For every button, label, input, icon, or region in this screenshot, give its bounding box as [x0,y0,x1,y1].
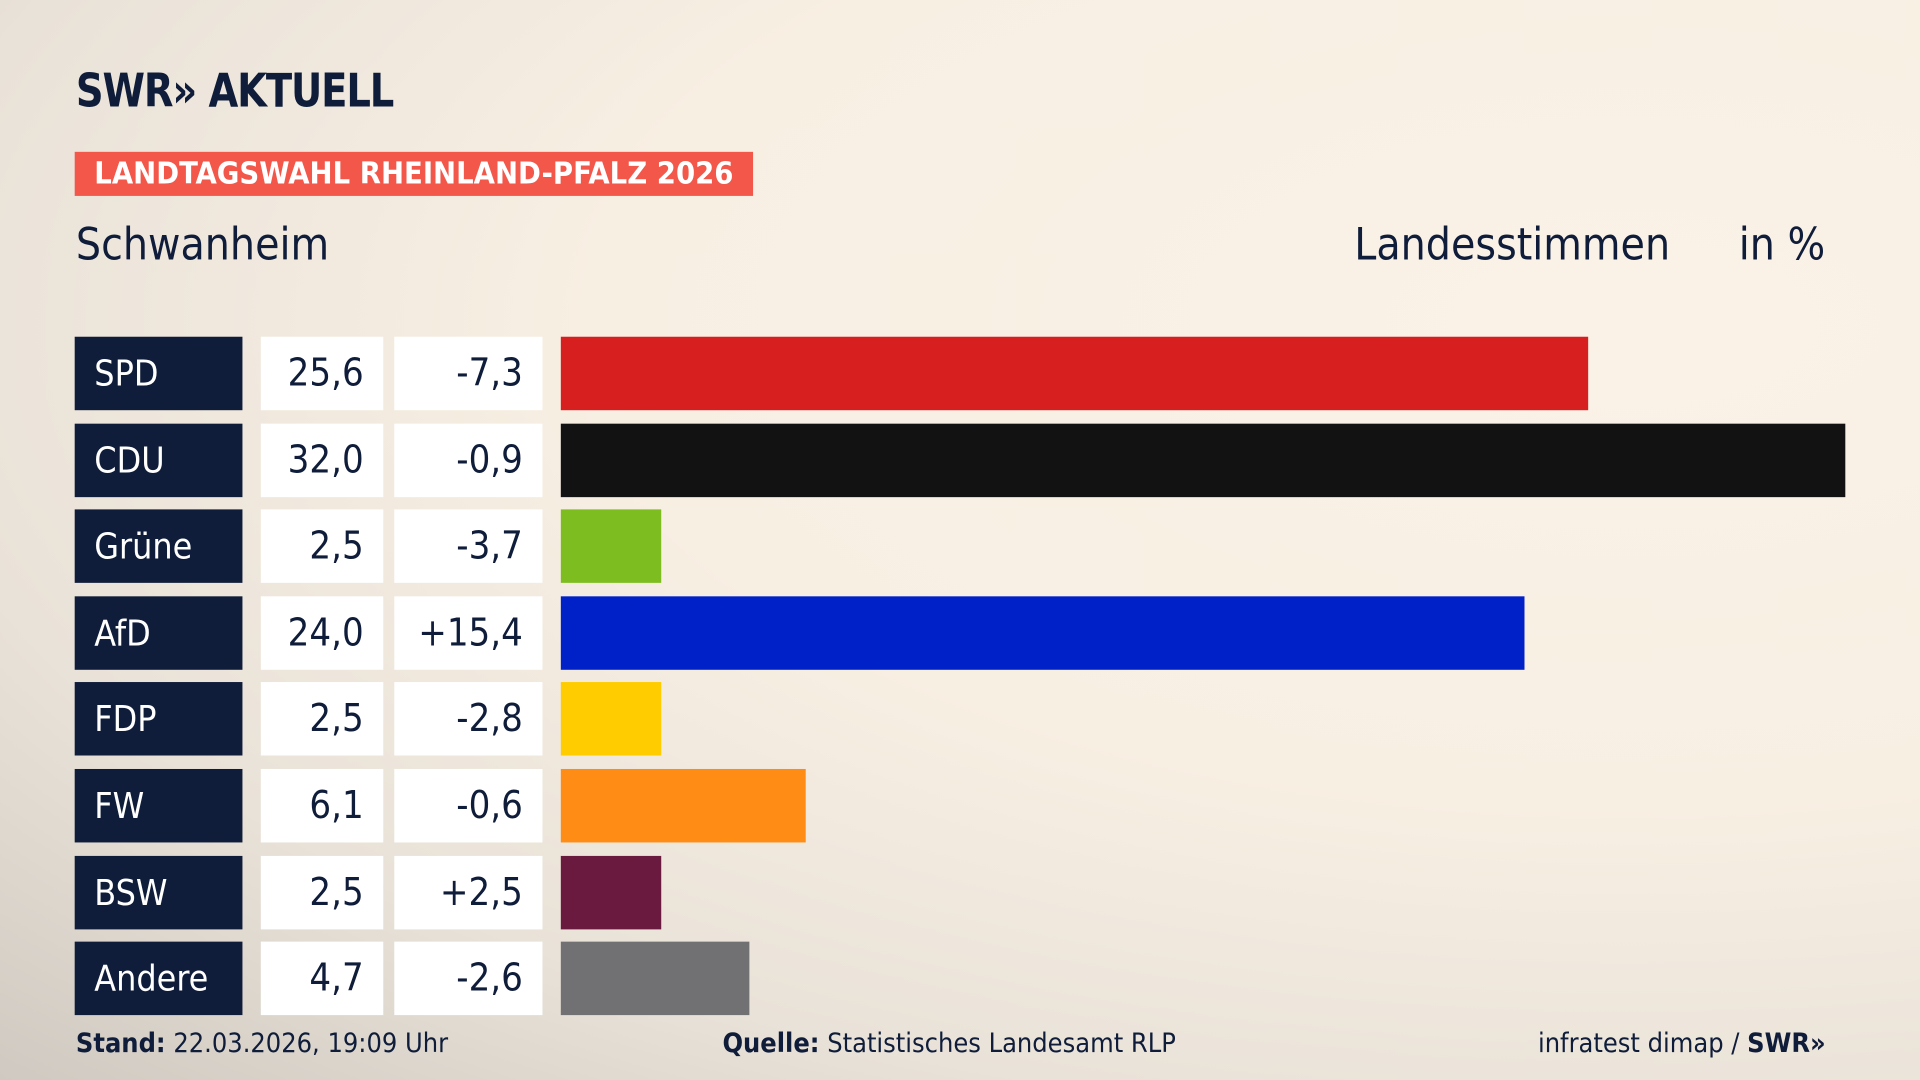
bar-afd [560,596,1525,670]
vote-type-label: Landesstimmen [1354,220,1671,271]
value-label: 4,7 [260,941,384,1016]
credit: infratest dimap / SWR» [1538,1029,1826,1060]
change-label: -2,6 [394,941,543,1016]
party-label: Grüne [74,509,243,584]
party-label: Andere [74,941,243,1016]
stand-label: Stand: [75,1028,166,1060]
value-label: 6,1 [260,768,384,843]
party-label: FDP [74,682,243,756]
change-label: -2,8 [394,682,543,756]
stand-value: 22.03.2026, 19:09 Uhr [173,1028,449,1060]
value-label: 2,5 [260,682,384,756]
source-value: Statistisches Landesamt RLP [827,1028,1176,1060]
bar-grüne [560,509,662,584]
change-label: +2,5 [394,855,543,929]
credit-text: infratest dimap / [1537,1028,1740,1060]
bar-cdu [560,423,1846,497]
bar-fw [560,768,806,843]
bar-spd [560,336,1589,411]
change-label: -0,6 [394,768,543,843]
party-label: AfD [74,596,243,670]
bar-fdp [560,682,662,756]
change-label: -7,3 [394,336,543,411]
party-label: FW [74,768,243,843]
value-label: 24,0 [260,596,384,670]
swr-logo: SWR» [1747,1028,1826,1060]
value-label: 25,6 [260,336,384,411]
change-label: +15,4 [394,596,543,670]
value-label: 32,0 [260,423,384,497]
source-label: Quelle: [722,1028,820,1060]
bar-andere [560,941,750,1016]
source: Quelle: Statistisches Landesamt RLP [722,1029,1175,1060]
party-label: SPD [74,336,243,411]
change-label: -3,7 [394,509,543,584]
change-label: -0,9 [394,423,543,497]
bar-bsw [560,855,662,929]
unit-label: in % [1738,220,1826,271]
value-label: 2,5 [260,509,384,584]
value-label: 2,5 [260,855,384,929]
timestamp: Stand: 22.03.2026, 19:09 Uhr [76,1029,448,1060]
election-tag: LANDTAGSWAHL RHEINLAND-PFALZ 2026 [74,151,754,196]
party-label: CDU [74,423,243,497]
swr-aktuell-logo: SWR» AKTUELL [75,63,394,118]
location-title: Schwanheim [75,220,330,271]
party-label: BSW [74,855,243,929]
